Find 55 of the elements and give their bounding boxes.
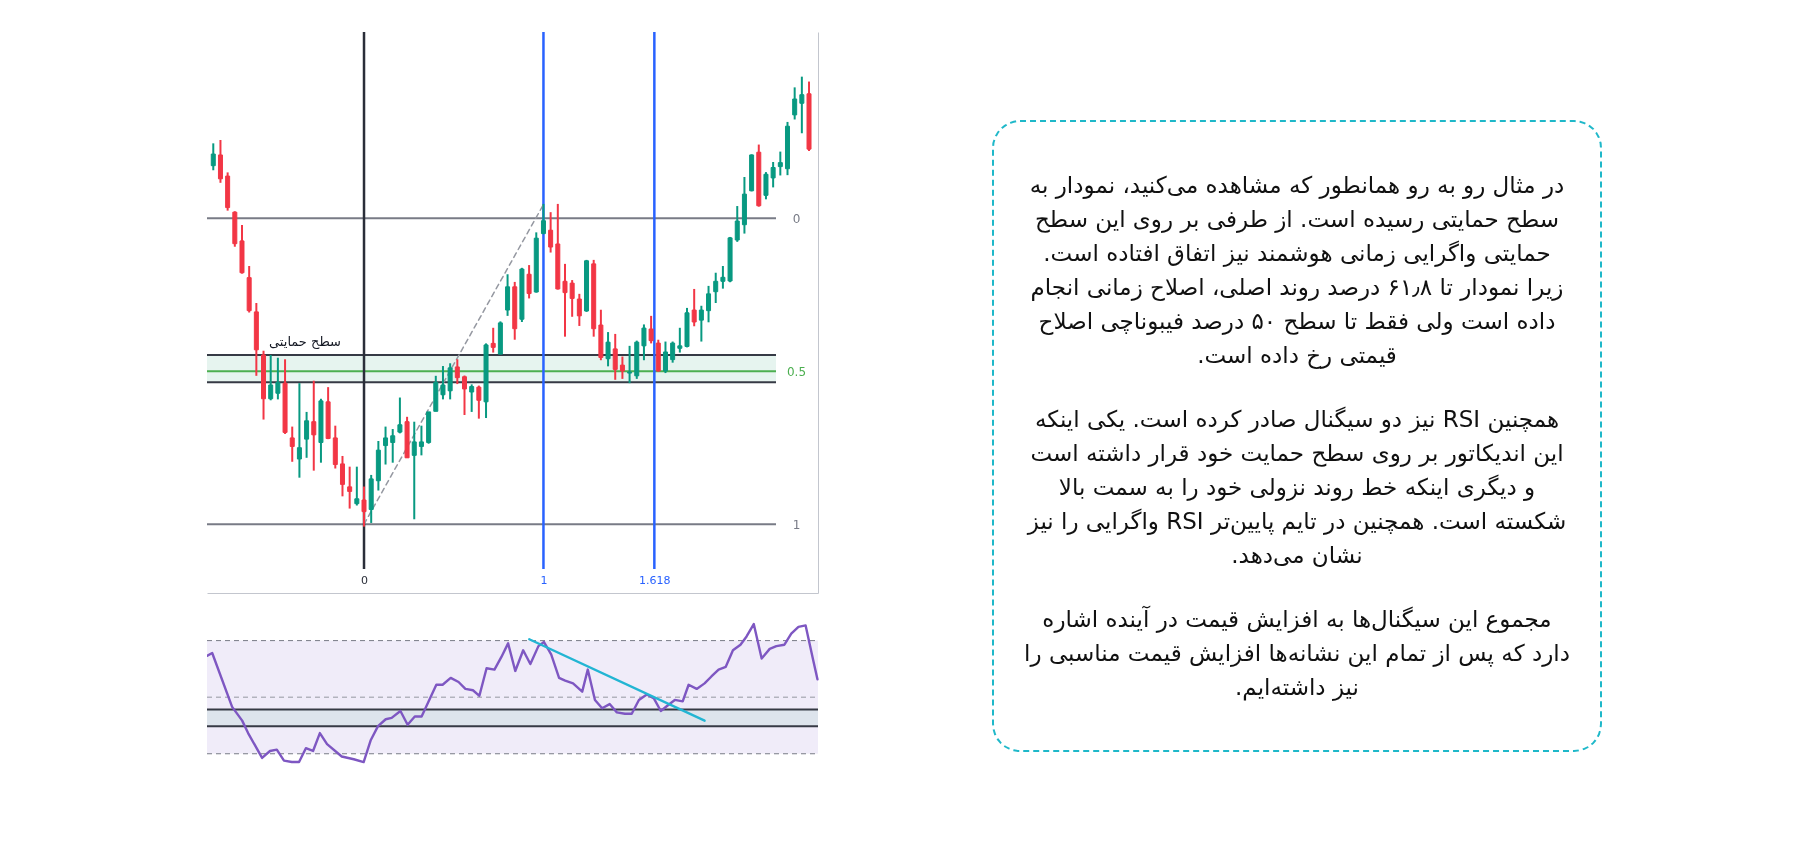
candlestick [304, 410, 310, 459]
candlestick [217, 138, 223, 184]
candlestick [210, 142, 216, 172]
y-tick-label: 1 [792, 517, 801, 532]
text: در مثال رو به رو همانطور که مشاهده می‌کنید، نمودار به سطح حمایتی رسیده است. از طرفی بر روی این سطح حمایتی واگرایی زمانی هوشمند نیز اتفاق افتاده است. زیرا نمودار تا ۶۱٫۸ درصد روند اصلی، اصلاح زمانی انجام داده است ولی فقط تا سطح ۵۰ درصد فیبوناچی اصلاح قیمتی رخ داده است. [1028, 171, 1566, 371]
candlestick [339, 454, 345, 498]
candlestick [792, 86, 798, 121]
candlestick [390, 428, 396, 464]
candlestick [605, 331, 611, 368]
candlestick [540, 202, 546, 236]
candlestick [275, 356, 281, 401]
candlestick [713, 271, 719, 305]
candlestick [734, 205, 740, 243]
y-tick-label: 0 [792, 211, 801, 226]
candlestick [490, 326, 496, 354]
candlestick [698, 304, 704, 343]
candlestick [576, 292, 582, 327]
candlestick [706, 284, 712, 324]
candlestick [677, 326, 683, 354]
candlestick [296, 382, 302, 479]
candlestick [777, 150, 783, 177]
band-label: سطح حمایتی [269, 334, 341, 351]
candlestick [641, 323, 647, 362]
candlestick [619, 355, 625, 380]
candlestick [347, 465, 353, 510]
text: همچنین RSI نیز دو سیگنال صادر کرده است. یکی اینکه این اندیکاتور بر روی سطح حمایت خود قرار داشته است و دیگری اینکه خط روند نزولی خود را به سمت بالا شکسته است. همچنین در تایم پایین‌تر RSI واگرایی را نیز نشان می‌دهد. [1025, 405, 1568, 570]
candlestick [469, 383, 475, 413]
candlestick [627, 344, 633, 385]
candlestick [569, 279, 575, 318]
x-tick-label: 1 [540, 573, 548, 587]
candlestick [411, 420, 417, 521]
candlestick [354, 465, 360, 507]
candlestick [454, 358, 460, 386]
text: مجموع این سیگنال‌ها به افزایش قیمت در آینده اشاره دارد که پس از تمام این نشانه‌ها افزایش قیمت مناسبی را نیز داشته‌ایم. [1024, 605, 1570, 703]
candlestick [505, 273, 511, 317]
y-tick-label: 0.5 [786, 364, 807, 379]
x-tick-label: 1.618 [639, 573, 671, 587]
candlestick [562, 262, 568, 338]
candlestick [383, 425, 389, 466]
candlestick [462, 374, 467, 416]
candlestick [476, 384, 482, 420]
x-tick-label: 0 [361, 573, 369, 587]
candlestick [361, 485, 367, 528]
candlestick [799, 75, 805, 135]
candlestick [548, 211, 554, 254]
candlestick [289, 425, 295, 463]
candlestick [397, 396, 403, 435]
candlestick [311, 379, 317, 472]
candlestick [418, 424, 424, 457]
candlestick [268, 354, 274, 402]
candlestick [612, 332, 618, 381]
candlestick [526, 264, 532, 300]
candlestick [691, 287, 697, 328]
candlestick [648, 314, 654, 345]
candlestick [662, 340, 668, 375]
